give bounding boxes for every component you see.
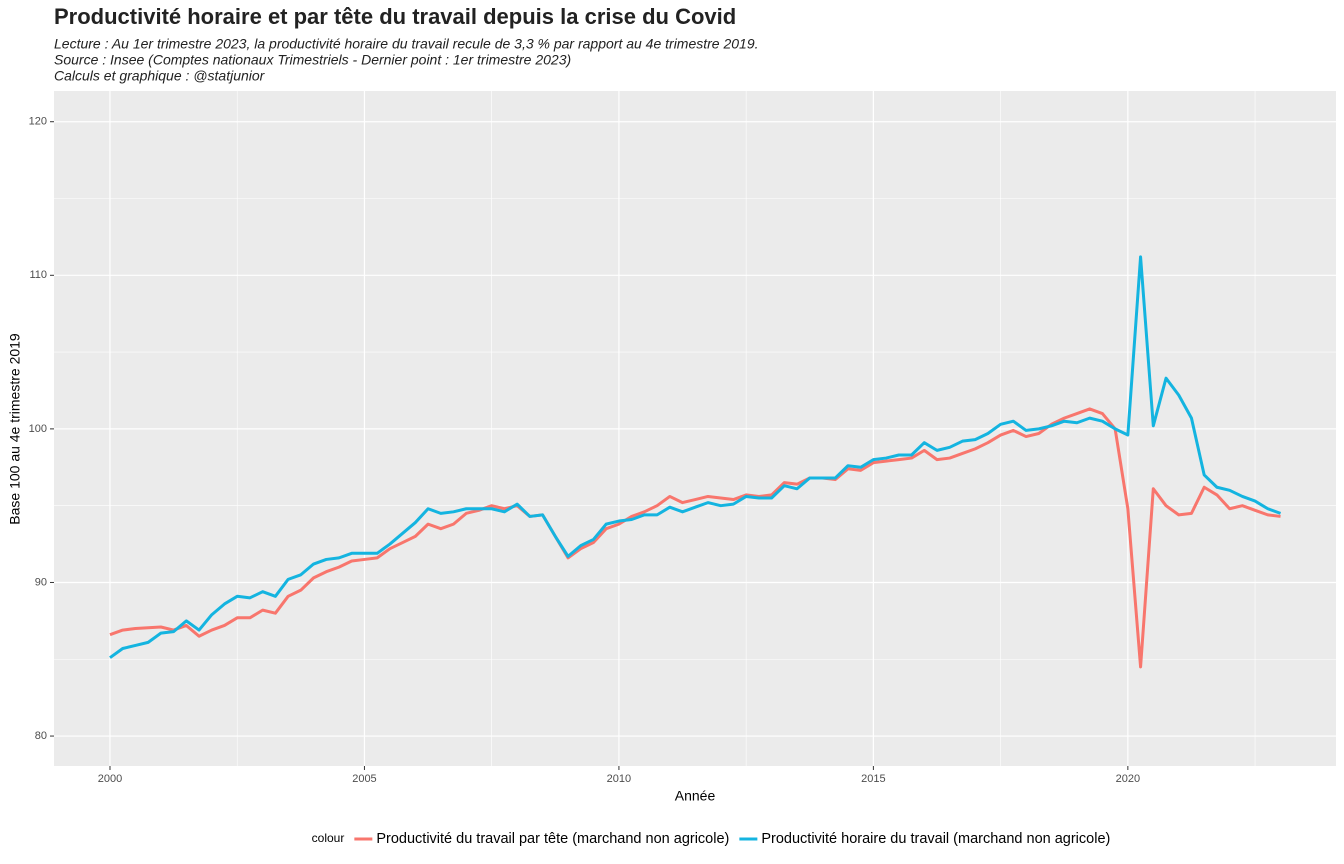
x-tick-label: 2005 xyxy=(352,773,376,785)
x-tick-label: 2015 xyxy=(861,773,885,785)
y-tick-label: 120 xyxy=(29,116,47,128)
x-tick-label: 2010 xyxy=(607,773,631,785)
x-tick-label: 2000 xyxy=(98,773,122,785)
x-axis-label: Année xyxy=(675,788,716,804)
y-tick-label: 100 xyxy=(29,423,47,435)
y-tick-label: 110 xyxy=(29,269,47,281)
legend-label: Productivité horaire du travail (marchan… xyxy=(761,831,1110,847)
series-line xyxy=(109,255,1282,659)
series-line xyxy=(109,407,1281,669)
legend-label: Productivité du travail par tête (marcha… xyxy=(376,831,729,847)
y-axis-label: Base 100 au 4e trimestre 2019 xyxy=(7,333,23,525)
x-tick-label: 2020 xyxy=(1116,773,1140,785)
y-tick-label: 80 xyxy=(35,730,47,742)
y-tick-label: 90 xyxy=(35,576,47,588)
subtitle-line: Lecture : Au 1er trimestre 2023, la prod… xyxy=(54,36,759,52)
chart-title: Productivité horaire et par tête du trav… xyxy=(54,4,736,29)
subtitle-line: Source : Insee (Comptes nationaux Trimes… xyxy=(54,52,571,68)
subtitle-line: Calculs et graphique : @statjunior xyxy=(54,68,266,84)
legend-title: colour xyxy=(312,831,345,845)
